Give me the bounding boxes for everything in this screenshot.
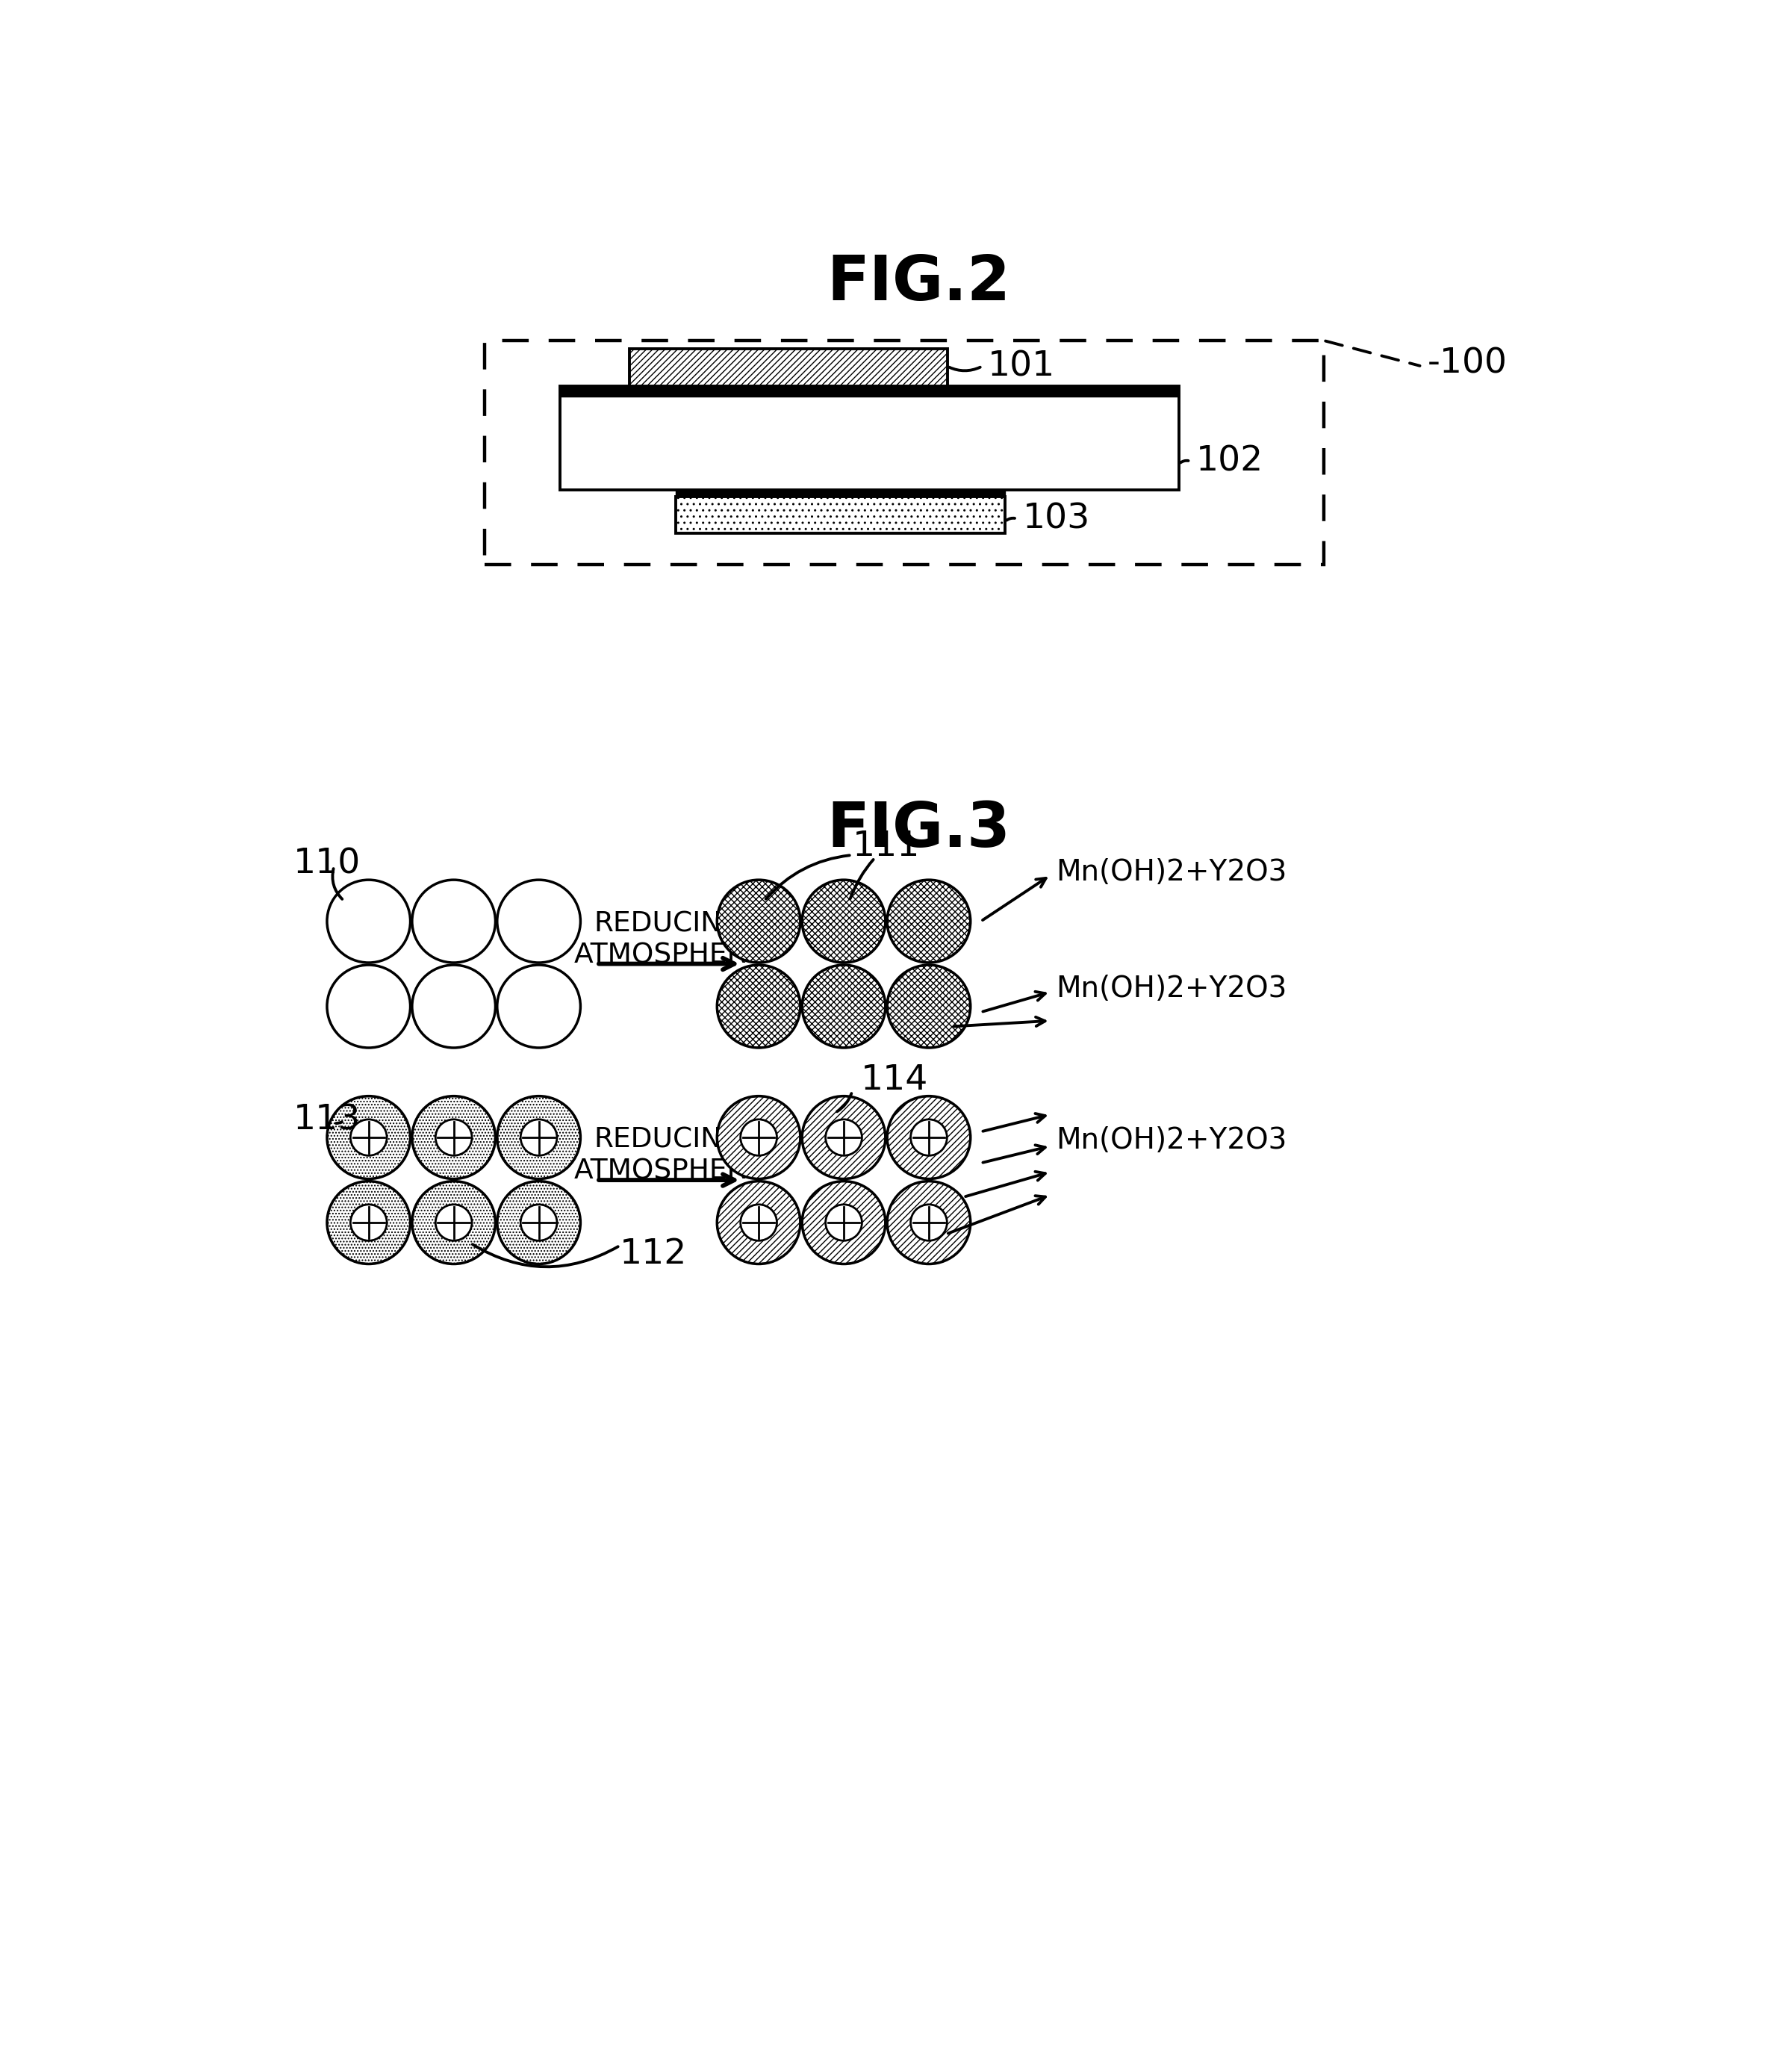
- Text: FIG.2: FIG.2: [826, 253, 1011, 313]
- Circle shape: [803, 1182, 885, 1264]
- Circle shape: [412, 1096, 495, 1178]
- Text: 113: 113: [294, 1104, 360, 1137]
- Polygon shape: [676, 498, 1005, 533]
- Circle shape: [887, 880, 971, 962]
- Circle shape: [351, 1205, 387, 1240]
- Circle shape: [740, 1205, 778, 1240]
- Circle shape: [326, 1182, 410, 1264]
- Text: 111: 111: [853, 831, 919, 864]
- Text: 101: 101: [987, 350, 1055, 382]
- Circle shape: [826, 1118, 862, 1155]
- Circle shape: [826, 1205, 862, 1240]
- Circle shape: [803, 1096, 885, 1178]
- Text: 110: 110: [294, 847, 360, 880]
- Circle shape: [887, 1096, 971, 1178]
- Polygon shape: [559, 387, 1179, 489]
- Circle shape: [412, 1182, 495, 1264]
- Circle shape: [435, 1118, 471, 1155]
- Text: Mn(OH)2+Y2O3: Mn(OH)2+Y2O3: [1055, 975, 1287, 1003]
- Text: Mn(OH)2+Y2O3: Mn(OH)2+Y2O3: [1055, 1127, 1287, 1155]
- Circle shape: [717, 880, 801, 962]
- Circle shape: [326, 964, 410, 1049]
- Circle shape: [910, 1205, 946, 1240]
- Circle shape: [435, 1205, 471, 1240]
- Circle shape: [717, 964, 801, 1049]
- Circle shape: [496, 1096, 581, 1178]
- Text: 114: 114: [860, 1063, 928, 1096]
- Circle shape: [717, 1096, 801, 1178]
- Text: REDUCING
ATMOSPHERE: REDUCING ATMOSPHERE: [573, 1127, 763, 1184]
- Circle shape: [521, 1205, 557, 1240]
- Text: 102: 102: [1197, 444, 1263, 477]
- Circle shape: [412, 880, 495, 962]
- Circle shape: [351, 1118, 387, 1155]
- Circle shape: [887, 1182, 971, 1264]
- Circle shape: [740, 1118, 778, 1155]
- Circle shape: [910, 1118, 946, 1155]
- Text: REDUCING
ATMOSPHERE: REDUCING ATMOSPHERE: [573, 911, 763, 968]
- Circle shape: [326, 1096, 410, 1178]
- Circle shape: [803, 964, 885, 1049]
- Text: Mn(OH)2+Y2O3: Mn(OH)2+Y2O3: [1055, 857, 1287, 886]
- Text: 112: 112: [620, 1238, 688, 1271]
- Circle shape: [496, 964, 581, 1049]
- Text: 103: 103: [1023, 502, 1090, 535]
- Circle shape: [496, 880, 581, 962]
- Text: FIG.3: FIG.3: [826, 800, 1011, 859]
- Text: -100: -100: [1428, 347, 1507, 380]
- Circle shape: [717, 1182, 801, 1264]
- Circle shape: [326, 880, 410, 962]
- Polygon shape: [629, 350, 948, 387]
- Circle shape: [412, 964, 495, 1049]
- Circle shape: [887, 964, 971, 1049]
- Circle shape: [521, 1118, 557, 1155]
- Circle shape: [496, 1182, 581, 1264]
- Circle shape: [803, 880, 885, 962]
